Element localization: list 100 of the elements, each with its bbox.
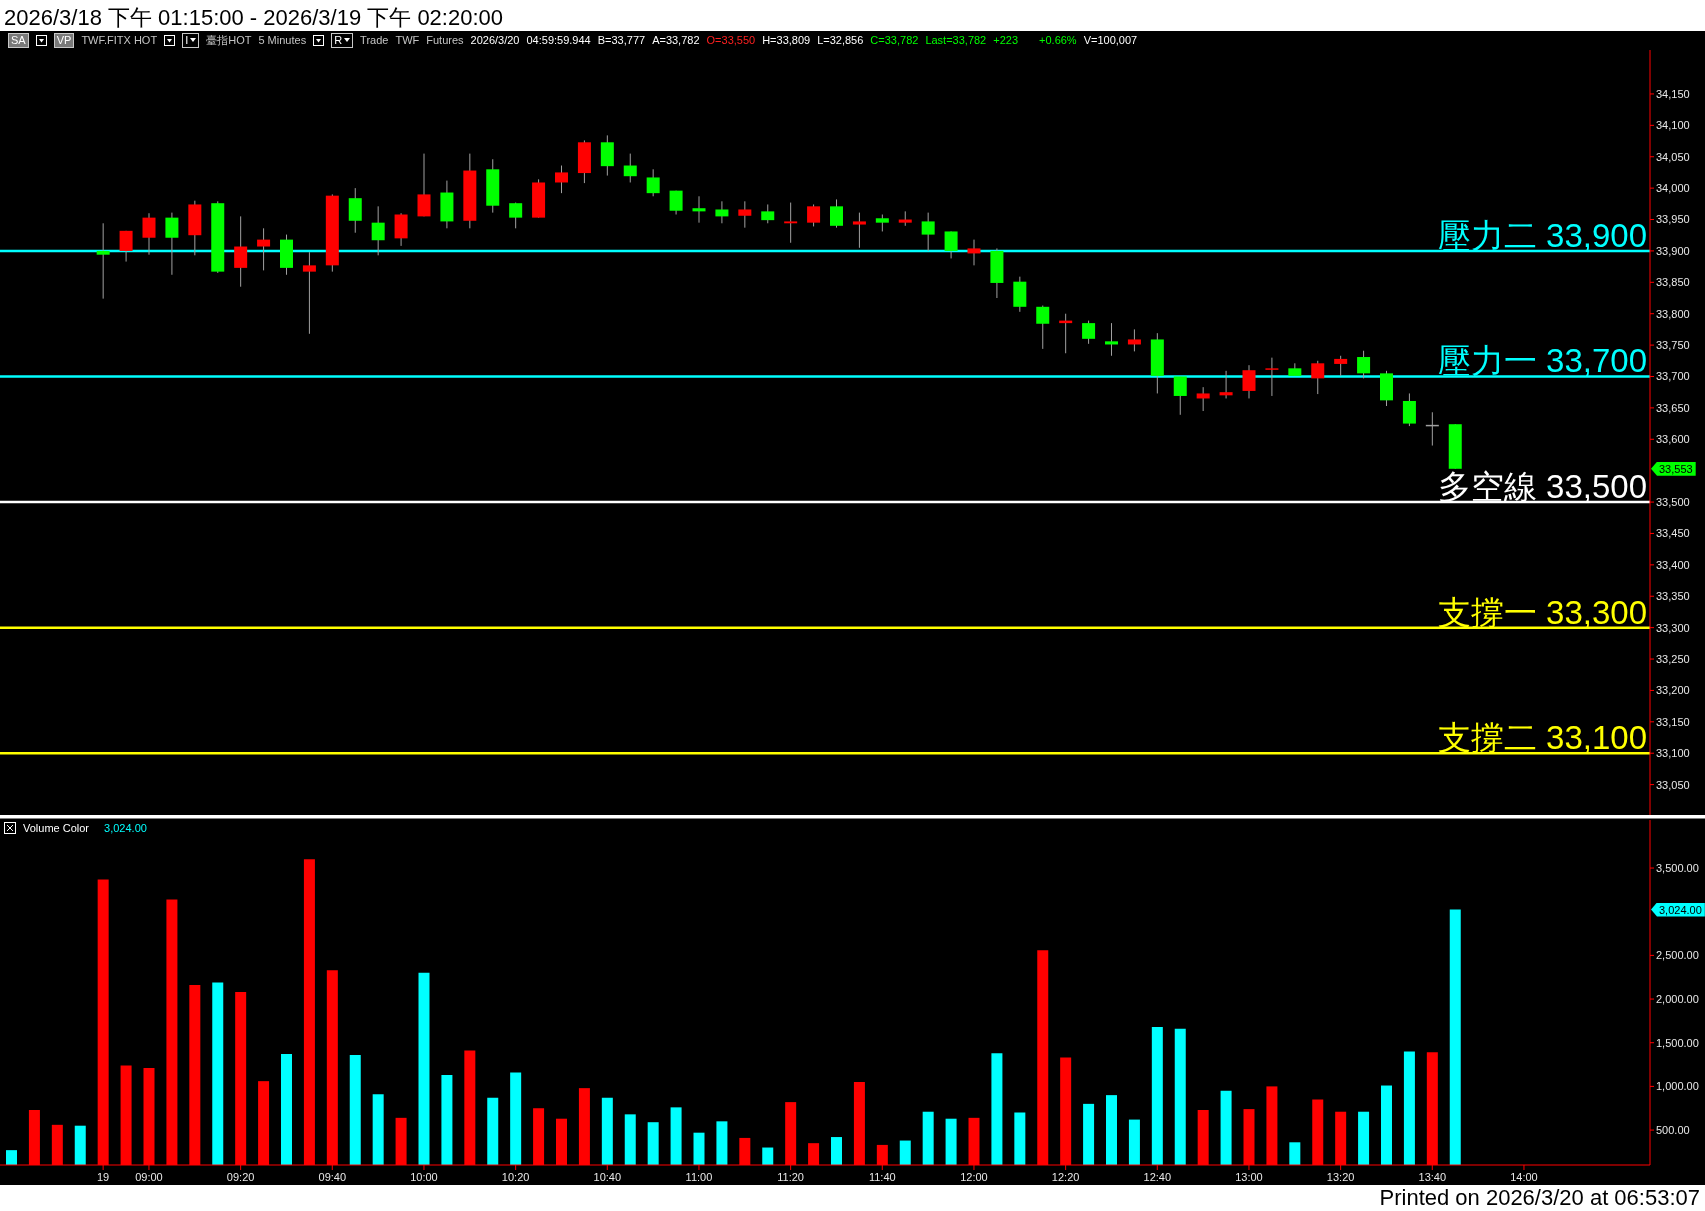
candlestick bbox=[852, 212, 866, 249]
x-tick-label: 10:40 bbox=[593, 1171, 622, 1183]
x-tick-label: 13:40 bbox=[1418, 1171, 1447, 1183]
text: TWF.FITX HOT bbox=[81, 34, 158, 46]
text: H=33,809 bbox=[762, 34, 811, 46]
x-tick-label: 12:40 bbox=[1143, 1171, 1172, 1183]
y-tick-label: 33,850 bbox=[1656, 276, 1690, 289]
text: Trade bbox=[360, 34, 389, 46]
y-tick-label: 500.00 bbox=[1656, 1123, 1690, 1136]
x-tick-label: 19 bbox=[97, 1171, 110, 1183]
candlestick bbox=[371, 205, 385, 256]
y-tick-label: 33,050 bbox=[1656, 778, 1690, 791]
y-tick-label: 1,500.00 bbox=[1656, 1036, 1699, 1049]
text: 臺指HOT bbox=[206, 32, 252, 48]
text: 33,553 bbox=[1651, 461, 1696, 476]
candlestick bbox=[1242, 364, 1256, 399]
candlestick bbox=[1265, 357, 1279, 397]
candlestick bbox=[967, 239, 981, 266]
candlestick bbox=[302, 251, 316, 335]
candlestick bbox=[394, 212, 408, 247]
text: 3,024.00 bbox=[1651, 902, 1705, 917]
y-tick-label: 33,300 bbox=[1656, 621, 1690, 634]
candlestick bbox=[555, 165, 568, 194]
candlestick bbox=[784, 202, 798, 244]
y-tick-label: 3,500.00 bbox=[1656, 861, 1699, 874]
candlestick bbox=[165, 212, 179, 276]
candlestick bbox=[234, 215, 248, 288]
ref-line-label: 多空線 33,500 bbox=[1437, 468, 1647, 506]
candlestick bbox=[944, 230, 958, 259]
text: TWF bbox=[395, 34, 420, 46]
y-tick-label: 34,050 bbox=[1656, 150, 1690, 163]
y-tick-label: 33,500 bbox=[1656, 495, 1690, 508]
button: I bbox=[182, 32, 200, 48]
x-tick-label: 12:00 bbox=[960, 1171, 988, 1183]
text: L=32,856 bbox=[817, 34, 864, 46]
y-tick-label: 33,450 bbox=[1656, 527, 1690, 540]
text: A=33,782 bbox=[652, 34, 700, 46]
y-tick-label: 33,250 bbox=[1656, 652, 1690, 665]
y-tick-label: 1,000.00 bbox=[1656, 1080, 1699, 1093]
text: +0.66% bbox=[1039, 34, 1077, 46]
x-tick-label: 09:20 bbox=[226, 1171, 255, 1183]
y-tick-label: 2,000.00 bbox=[1656, 992, 1699, 1005]
text: Printed on 2026/3/20 at 06:53:07 bbox=[1379, 1185, 1700, 1211]
candlestick bbox=[417, 153, 431, 217]
text: Last=33,782 bbox=[925, 34, 987, 46]
candlestick bbox=[142, 212, 156, 256]
y-tick-label: 33,100 bbox=[1656, 747, 1690, 760]
x-tick-label: 11:40 bbox=[868, 1171, 896, 1183]
candlestick bbox=[921, 212, 935, 252]
candlestick bbox=[257, 227, 271, 271]
ref-line-label: 支撐一 33,300 bbox=[1437, 593, 1647, 631]
y-tick-label: 33,900 bbox=[1656, 244, 1690, 257]
x-tick-label: 09:00 bbox=[135, 1171, 163, 1183]
y-tick-label: 33,800 bbox=[1656, 307, 1690, 320]
chart-title: 2026/3/18 下午 01:15:00 - 2026/3/19 下午 02:20:00 bbox=[4, 4, 504, 32]
button: VP bbox=[53, 32, 75, 48]
candlestick bbox=[96, 222, 110, 300]
candlestick bbox=[1402, 392, 1416, 427]
chart-title: Volume Color bbox=[23, 822, 90, 834]
y-tick-label: 33,700 bbox=[1656, 370, 1690, 383]
candlestick bbox=[1196, 386, 1210, 412]
text: 2026/3/20 bbox=[470, 34, 520, 46]
candlestick bbox=[348, 187, 362, 234]
text: 04:59:59.944 bbox=[526, 34, 591, 46]
y-tick-label: 33,950 bbox=[1656, 213, 1690, 226]
y-tick-label: 33,400 bbox=[1656, 558, 1690, 571]
x-tick-label: 12:20 bbox=[1051, 1171, 1080, 1183]
candlestick bbox=[646, 168, 660, 197]
candlestick bbox=[692, 195, 706, 224]
x-tick-label: 13:20 bbox=[1326, 1171, 1355, 1183]
text: C=33,782 bbox=[870, 34, 919, 46]
y-tick-label: 33,200 bbox=[1656, 684, 1690, 697]
candlestick bbox=[1173, 375, 1187, 416]
candlestick bbox=[1219, 370, 1233, 399]
x-tick-label: 14:00 bbox=[1510, 1171, 1538, 1183]
text: 5 Minutes bbox=[258, 34, 307, 46]
text: Futures bbox=[426, 34, 464, 46]
x-tick-label: 09:40 bbox=[318, 1171, 347, 1183]
ref-line-label: 支撐二 33,100 bbox=[1437, 719, 1647, 757]
y-tick-label: 2,500.00 bbox=[1656, 949, 1699, 962]
y-tick-label: 33,650 bbox=[1656, 401, 1690, 414]
candlestick bbox=[715, 200, 729, 224]
candlestick bbox=[1357, 350, 1371, 379]
candlestick bbox=[1036, 305, 1050, 350]
candlestick bbox=[1334, 355, 1348, 377]
text: O=33,550 bbox=[706, 34, 756, 46]
ref-line-label: 壓力一 33,700 bbox=[1437, 342, 1647, 380]
candlestick bbox=[1082, 320, 1096, 345]
x-tick-label: 11:20 bbox=[777, 1171, 804, 1183]
text: +223 bbox=[993, 34, 1019, 46]
candlestick bbox=[761, 203, 775, 224]
y-tick-label: 34,000 bbox=[1656, 182, 1690, 195]
candlestick bbox=[600, 134, 614, 177]
candlestick bbox=[1105, 322, 1118, 357]
y-tick-label: 33,350 bbox=[1656, 590, 1690, 603]
button: SA bbox=[8, 32, 29, 48]
candlestick bbox=[1311, 360, 1325, 395]
y-tick-label: 33,600 bbox=[1656, 433, 1690, 446]
text: B=33,777 bbox=[597, 34, 646, 46]
x-tick-label: 10:00 bbox=[410, 1171, 438, 1183]
